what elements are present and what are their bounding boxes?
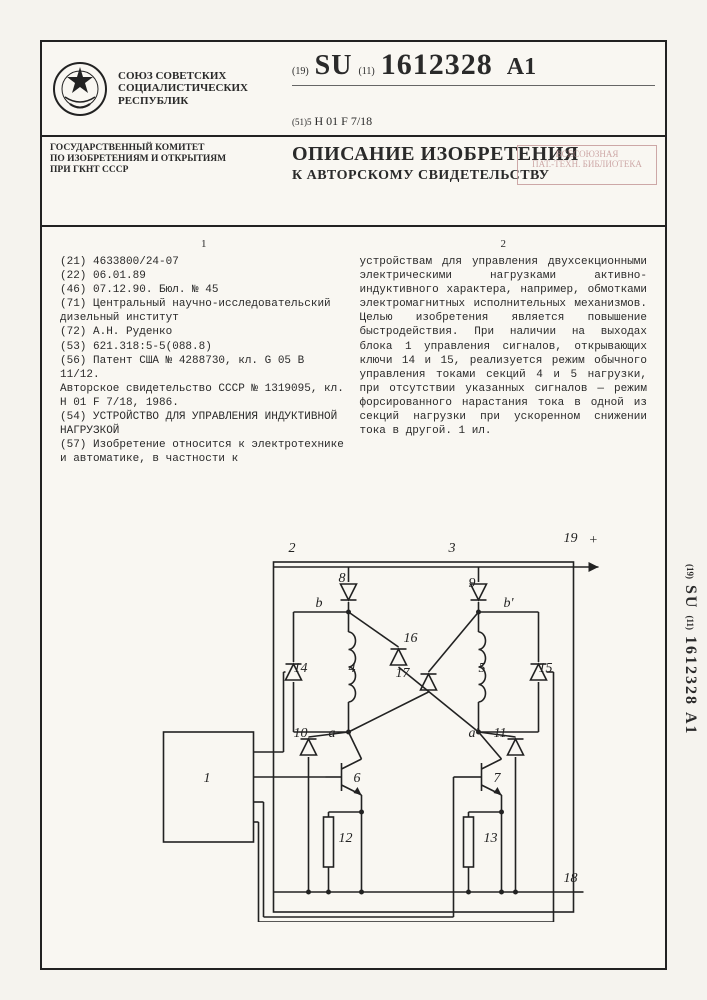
svg-text:11: 11 xyxy=(494,726,507,741)
col-number: 2 xyxy=(360,237,648,251)
biblio-line: (53) 621.318:5-5(088.8) xyxy=(60,340,348,354)
committee-line: при ГКНТ СССР xyxy=(50,165,274,176)
committee-line: Государственный комитет xyxy=(50,143,274,154)
column-1: 1 (21) 4633800/24-07(22) 06.01.89(46) 07… xyxy=(54,237,354,501)
union-line: Социалистических xyxy=(118,82,248,95)
svg-text:8: 8 xyxy=(339,571,346,586)
document-number-line: (19) SU (11) 1612328 A1 xyxy=(292,48,655,86)
svg-text:9: 9 xyxy=(469,576,476,591)
svg-text:3: 3 xyxy=(448,541,456,556)
svg-text:18: 18 xyxy=(564,871,578,886)
ipc-code: H 01 F 7/18 xyxy=(315,114,373,128)
header-mid-row: Государственный комитет по изобретениям … xyxy=(42,137,665,227)
title-block: ОПИСАНИЕ ИЗОБРЕТЕНИЯ К АВТОРСКОМУ СВИДЕТ… xyxy=(282,137,665,225)
side-su: SU xyxy=(682,585,699,609)
abstract-text: устройствам для управления двухсекционны… xyxy=(360,255,648,438)
doc-number: 1612328 xyxy=(381,48,493,82)
stamp-line: ПАТ.-ТЕХН. БИБЛИОТЕКА xyxy=(521,159,653,169)
svg-text:+: + xyxy=(589,533,598,548)
svg-text:b': b' xyxy=(504,596,515,611)
svg-text:13: 13 xyxy=(484,831,498,846)
side-kind: A1 xyxy=(682,712,699,736)
svg-text:a': a' xyxy=(469,726,480,741)
side-inid-11: (11) xyxy=(685,616,695,631)
committee-line: по изобретениям и открытиям xyxy=(50,154,274,165)
inid-11: (11) xyxy=(358,66,374,77)
emblem-union-block: Союз Советских Социалистических Республи… xyxy=(42,42,282,135)
ipc-line: (51)5 H 01 F 7/18 xyxy=(292,110,655,129)
union-name: Союз Советских Социалистических Республи… xyxy=(118,70,248,108)
svg-text:6: 6 xyxy=(354,771,361,786)
biblio-line: (46) 07.12.90. Бюл. № 45 xyxy=(60,283,348,297)
svg-text:15: 15 xyxy=(539,661,553,676)
kind-code: A1 xyxy=(507,54,536,81)
svg-text:a: a xyxy=(329,726,336,741)
circuit-figure: 12345678910111213141516171819aa'bb'+ xyxy=(132,522,635,922)
stamp-line: ВСЕСОЮЗНАЯ xyxy=(521,149,653,159)
svg-text:12: 12 xyxy=(339,831,353,846)
inid-19: (19) xyxy=(292,66,309,77)
patent-page: Союз Советских Социалистических Республи… xyxy=(40,40,667,970)
biblio-line: (21) 4633800/24-07 xyxy=(60,255,348,269)
svg-text:2: 2 xyxy=(289,541,296,556)
svg-text:5: 5 xyxy=(479,661,486,676)
biblio-line: (54) УСТРОЙСТВО ДЛЯ УПРАВЛЕНИЯ ИНДУКТИВН… xyxy=(60,410,348,438)
biblio-line: Авторское свидетельство СССР № 1319095, … xyxy=(60,382,348,410)
side-number: 1612328 xyxy=(682,636,699,706)
union-line: Союз Советских xyxy=(118,70,248,83)
svg-text:16: 16 xyxy=(404,631,418,646)
biblio-line: (57) Изобретение относится к электротехн… xyxy=(60,438,348,466)
side-doc-number: (19) SU (11) 1612328 A1 xyxy=(677,450,699,850)
biblio-line: (72) А.Н. Руденко xyxy=(60,325,348,339)
library-stamp: ВСЕСОЮЗНАЯ ПАТ.-ТЕХН. БИБЛИОТЕКА xyxy=(517,145,657,185)
publication-codes: (19) SU (11) 1612328 A1 (51)5 H 01 F 7/1… xyxy=(282,42,665,135)
biblio-line: (22) 06.01.89 xyxy=(60,269,348,283)
committee-block: Государственный комитет по изобретениям … xyxy=(42,137,282,225)
header-top-row: Союз Советских Социалистических Республи… xyxy=(42,42,665,137)
inid-51: (51)5 xyxy=(292,117,312,127)
svg-text:17: 17 xyxy=(396,666,411,681)
ussr-emblem-icon xyxy=(50,59,110,119)
svg-text:14: 14 xyxy=(294,661,308,676)
biblio-list: (21) 4633800/24-07(22) 06.01.89(46) 07.1… xyxy=(60,255,348,466)
col-number: 1 xyxy=(60,237,348,251)
union-line: Республик xyxy=(118,95,248,108)
svg-text:1: 1 xyxy=(204,771,211,786)
svg-text:b: b xyxy=(316,596,323,611)
svg-text:4: 4 xyxy=(349,661,356,676)
svg-text:19: 19 xyxy=(564,531,578,546)
svg-text:7: 7 xyxy=(494,771,502,786)
side-inid-19: (19) xyxy=(685,564,695,579)
biblio-line: (56) Патент США № 4288730, кл. G 05 B 11… xyxy=(60,354,348,382)
body-columns: 1 (21) 4633800/24-07(22) 06.01.89(46) 07… xyxy=(42,227,665,507)
biblio-line: (71) Центральный научно-исследовательски… xyxy=(60,297,348,325)
svg-text:10: 10 xyxy=(294,726,308,741)
country-code: SU xyxy=(315,50,353,82)
column-2: 2 устройствам для управления двухсекцион… xyxy=(354,237,654,501)
